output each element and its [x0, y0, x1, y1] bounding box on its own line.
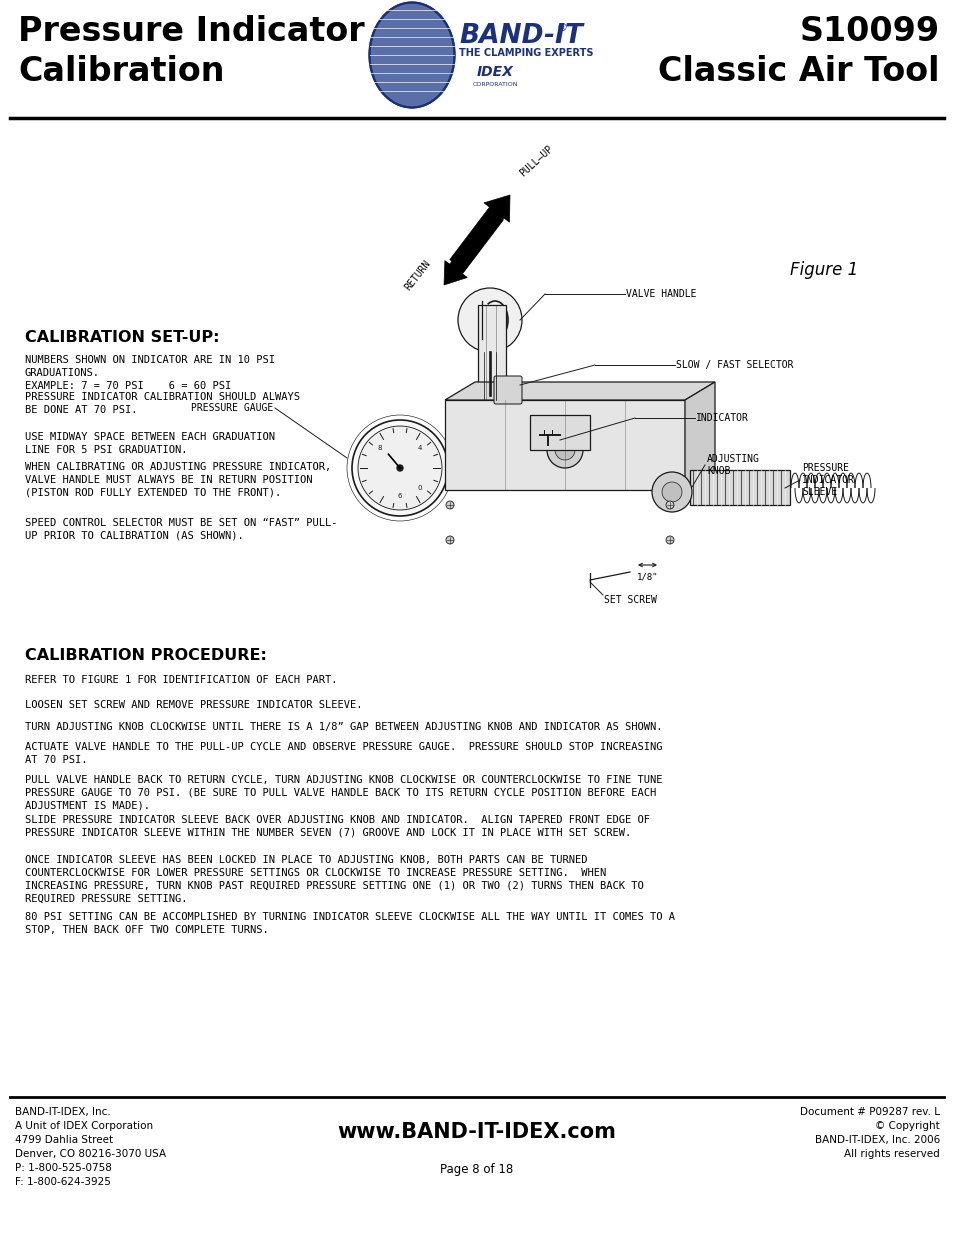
- Text: www.BAND-IT-IDEX.com: www.BAND-IT-IDEX.com: [337, 1123, 616, 1142]
- Text: Document # P09287 rev. L
© Copyright
BAND-IT-IDEX, Inc. 2006
All rights reserved: Document # P09287 rev. L © Copyright BAN…: [800, 1107, 939, 1158]
- Text: Classic Air Tool: Classic Air Tool: [658, 56, 939, 88]
- Text: CALIBRATION SET-UP:: CALIBRATION SET-UP:: [25, 330, 219, 345]
- FancyBboxPatch shape: [494, 375, 521, 404]
- Polygon shape: [684, 382, 714, 490]
- Text: RETURN: RETURN: [403, 258, 433, 291]
- Text: CALIBRATION PROCEDURE:: CALIBRATION PROCEDURE:: [25, 648, 267, 663]
- Text: Figure 1: Figure 1: [789, 261, 858, 279]
- Text: WHEN CALIBRATING OR ADJUSTING PRESSURE INDICATOR,
VALVE HANDLE MUST ALWAYS BE IN: WHEN CALIBRATING OR ADJUSTING PRESSURE I…: [25, 462, 331, 498]
- Text: 1/8": 1/8": [636, 573, 658, 582]
- Text: ACTUATE VALVE HANDLE TO THE PULL-UP CYCLE AND OBSERVE PRESSURE GAUGE.  PRESSURE : ACTUATE VALVE HANDLE TO THE PULL-UP CYCL…: [25, 742, 661, 764]
- Text: THE CLAMPING EXPERTS: THE CLAMPING EXPERTS: [458, 48, 593, 58]
- Text: USE MIDWAY SPACE BETWEEN EACH GRADUATION
LINE FOR 5 PSI GRADUATION.: USE MIDWAY SPACE BETWEEN EACH GRADUATION…: [25, 432, 274, 454]
- FancyBboxPatch shape: [530, 415, 589, 450]
- Text: Pressure Indicator: Pressure Indicator: [18, 15, 364, 48]
- Text: CORPORATION: CORPORATION: [472, 82, 517, 86]
- Text: VALVE HANDLE: VALVE HANDLE: [625, 289, 696, 299]
- Text: SLOW / FAST SELECTOR: SLOW / FAST SELECTOR: [676, 359, 793, 370]
- Text: 0: 0: [417, 485, 421, 490]
- Text: 8: 8: [377, 445, 382, 451]
- Circle shape: [661, 482, 681, 501]
- Text: SET SCREW: SET SCREW: [603, 595, 657, 605]
- Text: ADJUSTING
KNOB: ADJUSTING KNOB: [706, 454, 760, 475]
- Text: PULL VALVE HANDLE BACK TO RETURN CYCLE, TURN ADJUSTING KNOB CLOCKWISE OR COUNTER: PULL VALVE HANDLE BACK TO RETURN CYCLE, …: [25, 776, 661, 810]
- Text: Page 8 of 18: Page 8 of 18: [440, 1163, 513, 1176]
- Circle shape: [665, 501, 673, 509]
- Ellipse shape: [369, 2, 454, 107]
- Text: S10099: S10099: [799, 15, 939, 48]
- Text: BAND-IT: BAND-IT: [458, 23, 582, 49]
- Circle shape: [352, 420, 448, 516]
- Polygon shape: [443, 210, 503, 285]
- Circle shape: [546, 432, 582, 468]
- Text: PRESSURE GAUGE: PRESSURE GAUGE: [191, 403, 273, 412]
- Polygon shape: [450, 195, 510, 270]
- FancyBboxPatch shape: [444, 400, 684, 490]
- Circle shape: [555, 440, 575, 459]
- Circle shape: [446, 536, 454, 543]
- Circle shape: [651, 472, 691, 513]
- Text: INDICATOR: INDICATOR: [696, 412, 748, 424]
- Text: 80 PSI SETTING CAN BE ACCOMPLISHED BY TURNING INDICATOR SLEEVE CLOCKWISE ALL THE: 80 PSI SETTING CAN BE ACCOMPLISHED BY TU…: [25, 911, 675, 935]
- Text: 4: 4: [417, 445, 421, 451]
- Text: BAND-IT-IDEX, Inc.
A Unit of IDEX Corporation
4799 Dahlia Street
Denver, CO 8021: BAND-IT-IDEX, Inc. A Unit of IDEX Corpor…: [15, 1107, 166, 1187]
- Text: SPEED CONTROL SELECTOR MUST BE SET ON “FAST” PULL-
UP PRIOR TO CALIBRATION (AS S: SPEED CONTROL SELECTOR MUST BE SET ON “F…: [25, 517, 337, 541]
- Text: PULL–UP: PULL–UP: [517, 143, 555, 178]
- FancyBboxPatch shape: [477, 305, 505, 400]
- Circle shape: [357, 426, 441, 510]
- Circle shape: [665, 536, 673, 543]
- Circle shape: [396, 466, 402, 471]
- Text: 6: 6: [397, 493, 402, 499]
- Text: PRESSURE INDICATOR CALIBRATION SHOULD ALWAYS
BE DONE AT 70 PSI.: PRESSURE INDICATOR CALIBRATION SHOULD AL…: [25, 391, 299, 415]
- Text: NUMBERS SHOWN ON INDICATOR ARE IN 10 PSI
GRADUATIONS.
EXAMPLE: 7 = 70 PSI    6 =: NUMBERS SHOWN ON INDICATOR ARE IN 10 PSI…: [25, 354, 274, 390]
- Polygon shape: [444, 382, 714, 400]
- Text: ONCE INDICATOR SLEEVE HAS BEEN LOCKED IN PLACE TO ADJUSTING KNOB, BOTH PARTS CAN: ONCE INDICATOR SLEEVE HAS BEEN LOCKED IN…: [25, 855, 643, 903]
- Circle shape: [446, 501, 454, 509]
- FancyBboxPatch shape: [689, 471, 789, 505]
- Text: ®: ®: [557, 23, 567, 33]
- Circle shape: [457, 288, 521, 352]
- Text: IDEX: IDEX: [476, 65, 513, 79]
- Text: REFER TO FIGURE 1 FOR IDENTIFICATION OF EACH PART.: REFER TO FIGURE 1 FOR IDENTIFICATION OF …: [25, 676, 337, 685]
- Text: TURN ADJUSTING KNOB CLOCKWISE UNTIL THERE IS A 1/8” GAP BETWEEN ADJUSTING KNOB A: TURN ADJUSTING KNOB CLOCKWISE UNTIL THER…: [25, 722, 661, 732]
- Text: PRESSURE
INDICATOR
SLEEVE: PRESSURE INDICATOR SLEEVE: [801, 463, 854, 496]
- Text: Calibration: Calibration: [18, 56, 224, 88]
- Text: SLIDE PRESSURE INDICATOR SLEEVE BACK OVER ADJUSTING KNOB AND INDICATOR.  ALIGN T: SLIDE PRESSURE INDICATOR SLEEVE BACK OVE…: [25, 815, 649, 837]
- Text: LOOSEN SET SCREW AND REMOVE PRESSURE INDICATOR SLEEVE.: LOOSEN SET SCREW AND REMOVE PRESSURE IND…: [25, 700, 362, 710]
